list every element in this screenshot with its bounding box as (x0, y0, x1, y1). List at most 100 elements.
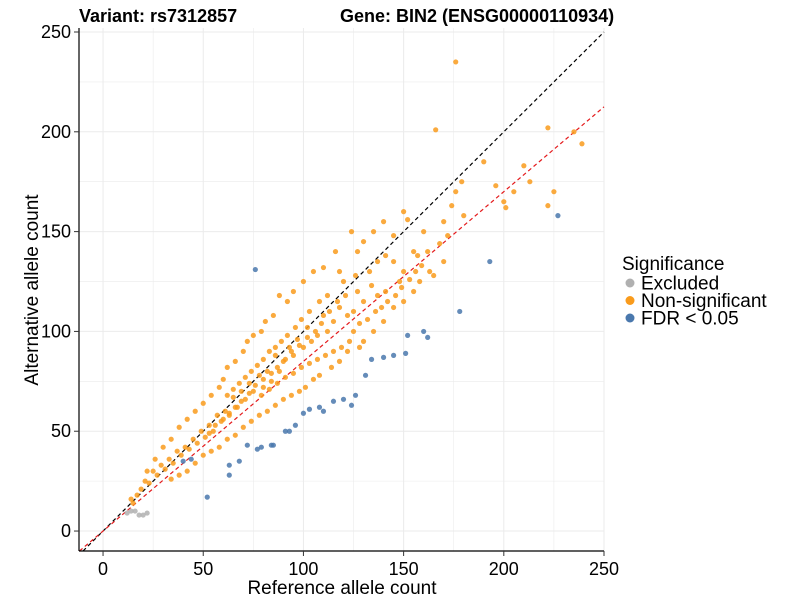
point-fdr-0-05 (352, 392, 359, 398)
point-non-significant (242, 374, 248, 380)
legend-key-excluded (625, 278, 635, 288)
point-non-significant (304, 334, 311, 341)
point-non-significant (278, 338, 284, 345)
chart-title-variant: Variant: rs7312857 (79, 6, 237, 26)
point-non-significant (344, 348, 351, 354)
point-non-significant (449, 203, 455, 209)
point-non-significant (230, 394, 236, 400)
point-non-significant (268, 378, 274, 384)
point-non-significant (360, 298, 367, 305)
x-axis-ticks: 0 50 100 150 200 250 (98, 551, 619, 579)
point-non-significant (138, 486, 144, 492)
point-non-significant (254, 362, 260, 368)
point-non-significant (374, 258, 381, 265)
point-non-significant (220, 376, 226, 382)
point-non-significant (350, 328, 357, 335)
point-non-significant (224, 392, 230, 398)
point-non-significant (401, 268, 407, 275)
point-non-significant (300, 278, 307, 285)
fit-line (79, 106, 605, 552)
point-fdr-0-05 (292, 422, 299, 428)
point-fdr-0-05 (306, 406, 313, 412)
point-non-significant (224, 436, 230, 442)
point-non-significant (360, 338, 367, 345)
point-fdr-0-05 (487, 258, 493, 265)
x-tick-label: 0 (98, 559, 108, 579)
point-non-significant (421, 229, 427, 235)
point-non-significant (272, 344, 278, 350)
point-fdr-0-05 (405, 332, 411, 339)
point-fdr-0-05 (244, 442, 250, 448)
point-non-significant (176, 472, 182, 478)
point-non-significant (336, 304, 343, 311)
point-non-significant (238, 388, 244, 394)
point-non-significant (316, 372, 323, 378)
point-non-significant (320, 264, 327, 271)
point-non-significant (260, 356, 266, 362)
point-fdr-0-05 (254, 446, 260, 452)
point-non-significant (366, 268, 373, 275)
y-axis-ticks: 0 50 100 150 200 250 (41, 22, 79, 541)
y-tick-label: 50 (51, 421, 71, 441)
point-non-significant (174, 448, 180, 454)
point-fdr-0-05 (236, 458, 242, 464)
point-non-significant (266, 386, 272, 392)
point-non-significant (296, 342, 303, 348)
point-non-significant (284, 332, 290, 339)
point-non-significant (168, 436, 174, 442)
point-non-significant (545, 125, 551, 131)
point-non-significant (146, 480, 152, 486)
point-excluded (144, 510, 150, 516)
y-tick-label: 0 (61, 521, 71, 541)
point-fdr-0-05 (348, 402, 355, 408)
point-non-significant (176, 424, 182, 430)
point-fdr-0-05 (226, 472, 232, 478)
point-non-significant (352, 272, 359, 279)
point-non-significant (324, 292, 331, 299)
point-non-significant (521, 163, 527, 169)
point-non-significant (272, 352, 278, 358)
point-non-significant (411, 248, 417, 255)
point-non-significant (527, 179, 533, 185)
point-non-significant (144, 468, 150, 474)
point-non-significant (348, 229, 355, 235)
point-fdr-0-05 (320, 408, 327, 414)
point-non-significant (216, 444, 222, 450)
point-non-significant (274, 380, 280, 386)
point-non-significant (208, 392, 214, 398)
point-fdr-0-05 (282, 428, 288, 434)
point-non-significant (354, 288, 361, 295)
point-non-significant (296, 388, 303, 394)
point-non-significant (268, 370, 274, 376)
point-non-significant (246, 390, 252, 396)
point-non-significant (314, 356, 321, 362)
point-non-significant (186, 446, 192, 452)
point-non-significant (220, 416, 226, 422)
point-non-significant (288, 348, 295, 354)
point-non-significant (330, 348, 337, 354)
x-axis-title: Reference allele count (247, 578, 437, 599)
point-non-significant (298, 364, 305, 370)
point-non-significant (260, 376, 266, 382)
point-non-significant (264, 368, 270, 374)
point-non-significant (382, 252, 389, 259)
legend-key-non-significant (625, 296, 635, 305)
point-excluded (140, 512, 146, 518)
point-non-significant (390, 233, 397, 239)
point-non-significant (212, 422, 218, 428)
point-non-significant (338, 344, 345, 350)
point-non-significant (401, 298, 407, 305)
point-non-significant (238, 398, 244, 404)
y-tick-label: 100 (41, 321, 71, 341)
point-excluded (128, 508, 134, 514)
point-non-significant (356, 344, 363, 350)
point-non-significant (290, 370, 297, 376)
point-non-significant (304, 324, 311, 331)
point-non-significant (332, 248, 339, 255)
point-non-significant (399, 284, 405, 291)
point-non-significant (284, 298, 290, 305)
point-non-significant (216, 384, 222, 390)
point-non-significant (162, 466, 168, 472)
point-fdr-0-05 (226, 462, 232, 468)
point-non-significant (316, 298, 323, 305)
